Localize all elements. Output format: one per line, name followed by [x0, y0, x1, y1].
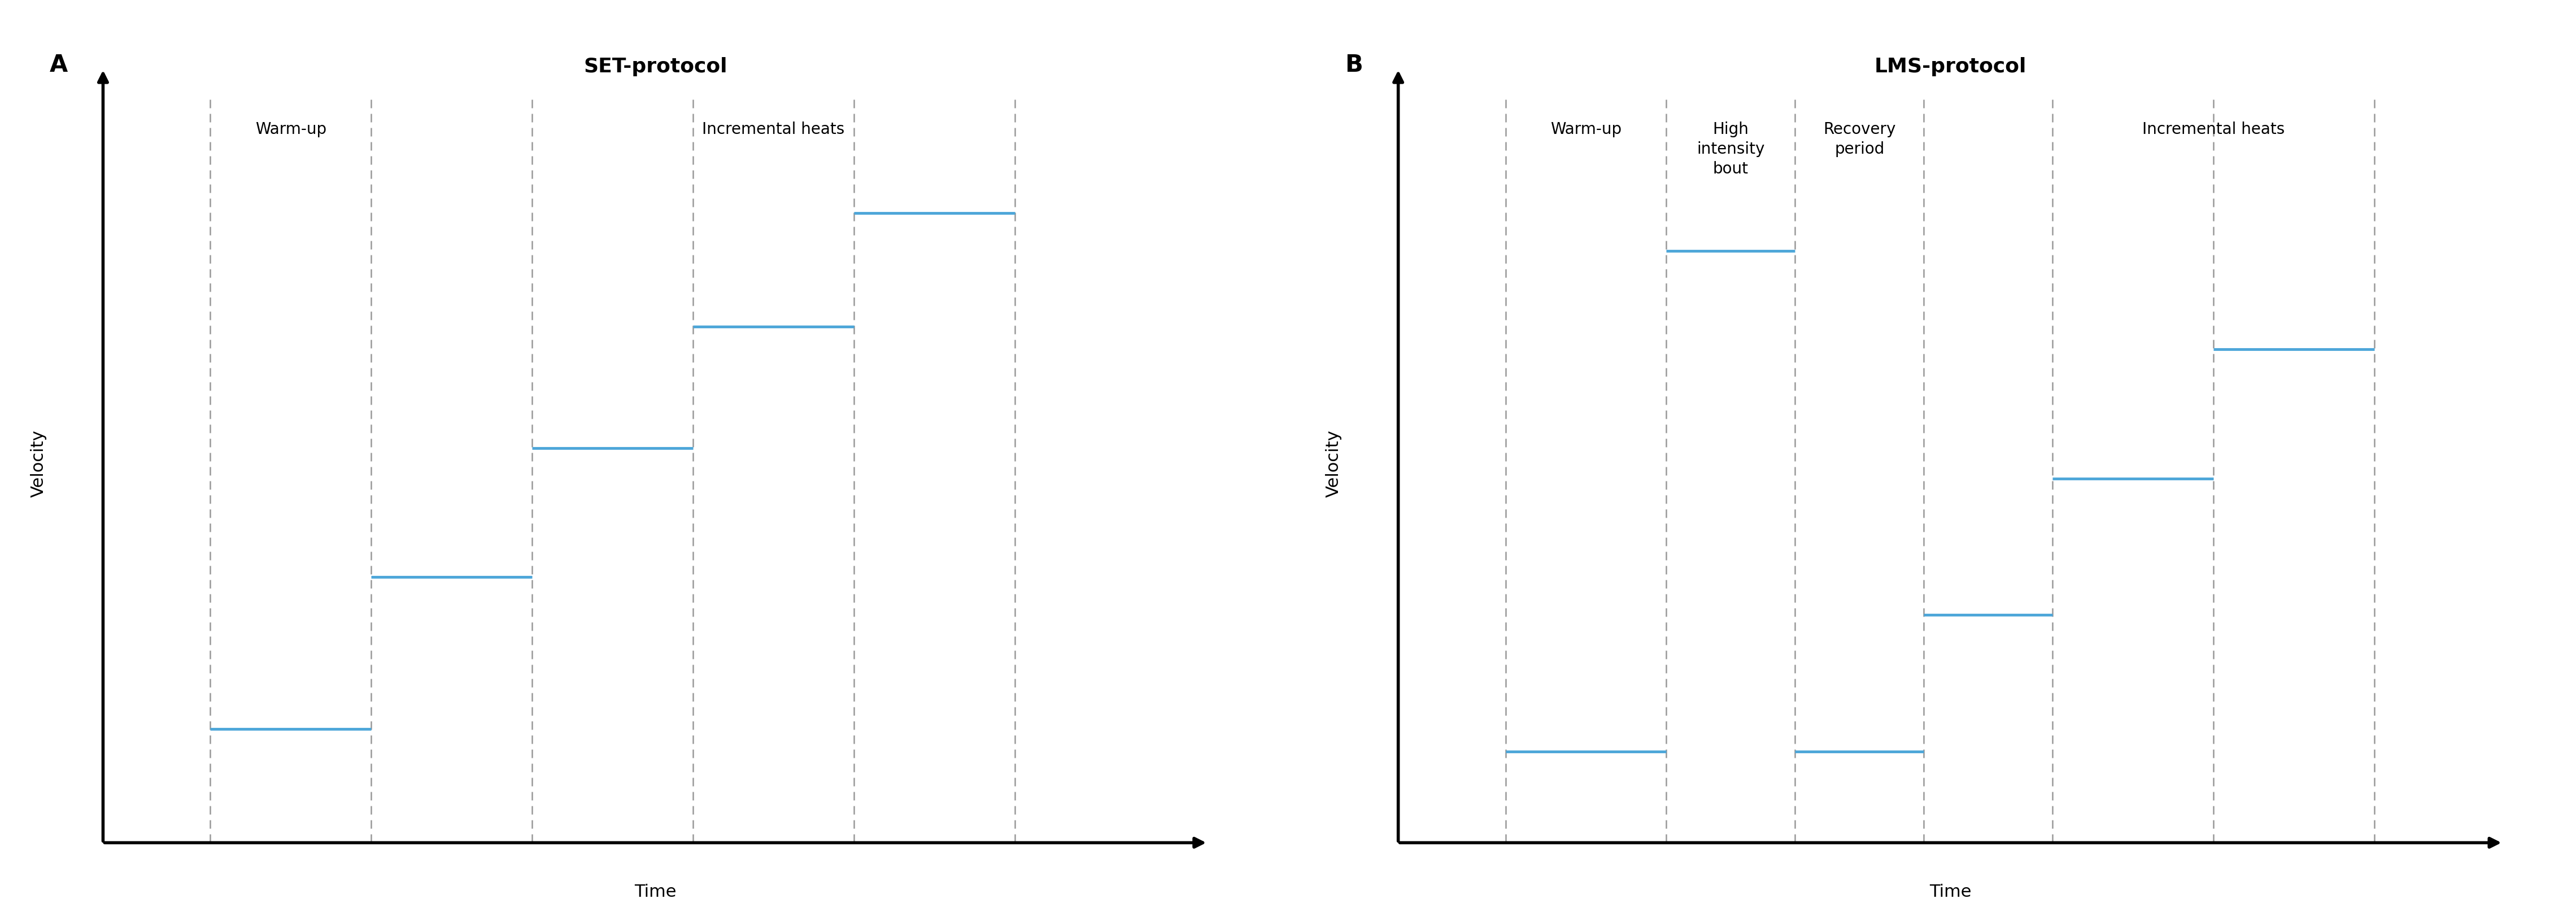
Text: Warm-up: Warm-up	[255, 122, 327, 137]
Text: SET-protocol: SET-protocol	[585, 57, 726, 76]
Text: Time: Time	[634, 884, 677, 900]
Text: Velocity: Velocity	[1327, 430, 1342, 497]
Text: Velocity: Velocity	[31, 430, 46, 497]
Text: Recovery
period: Recovery period	[1824, 122, 1896, 157]
Text: LMS-protocol: LMS-protocol	[1875, 57, 2027, 76]
Text: Incremental heats: Incremental heats	[703, 122, 845, 137]
Text: Warm-up: Warm-up	[1551, 122, 1620, 137]
Text: Time: Time	[1929, 884, 1971, 900]
Text: High
intensity
bout: High intensity bout	[1698, 122, 1765, 177]
Text: A: A	[49, 53, 67, 77]
Text: B: B	[1345, 53, 1363, 77]
Text: Incremental heats: Incremental heats	[2143, 122, 2285, 137]
